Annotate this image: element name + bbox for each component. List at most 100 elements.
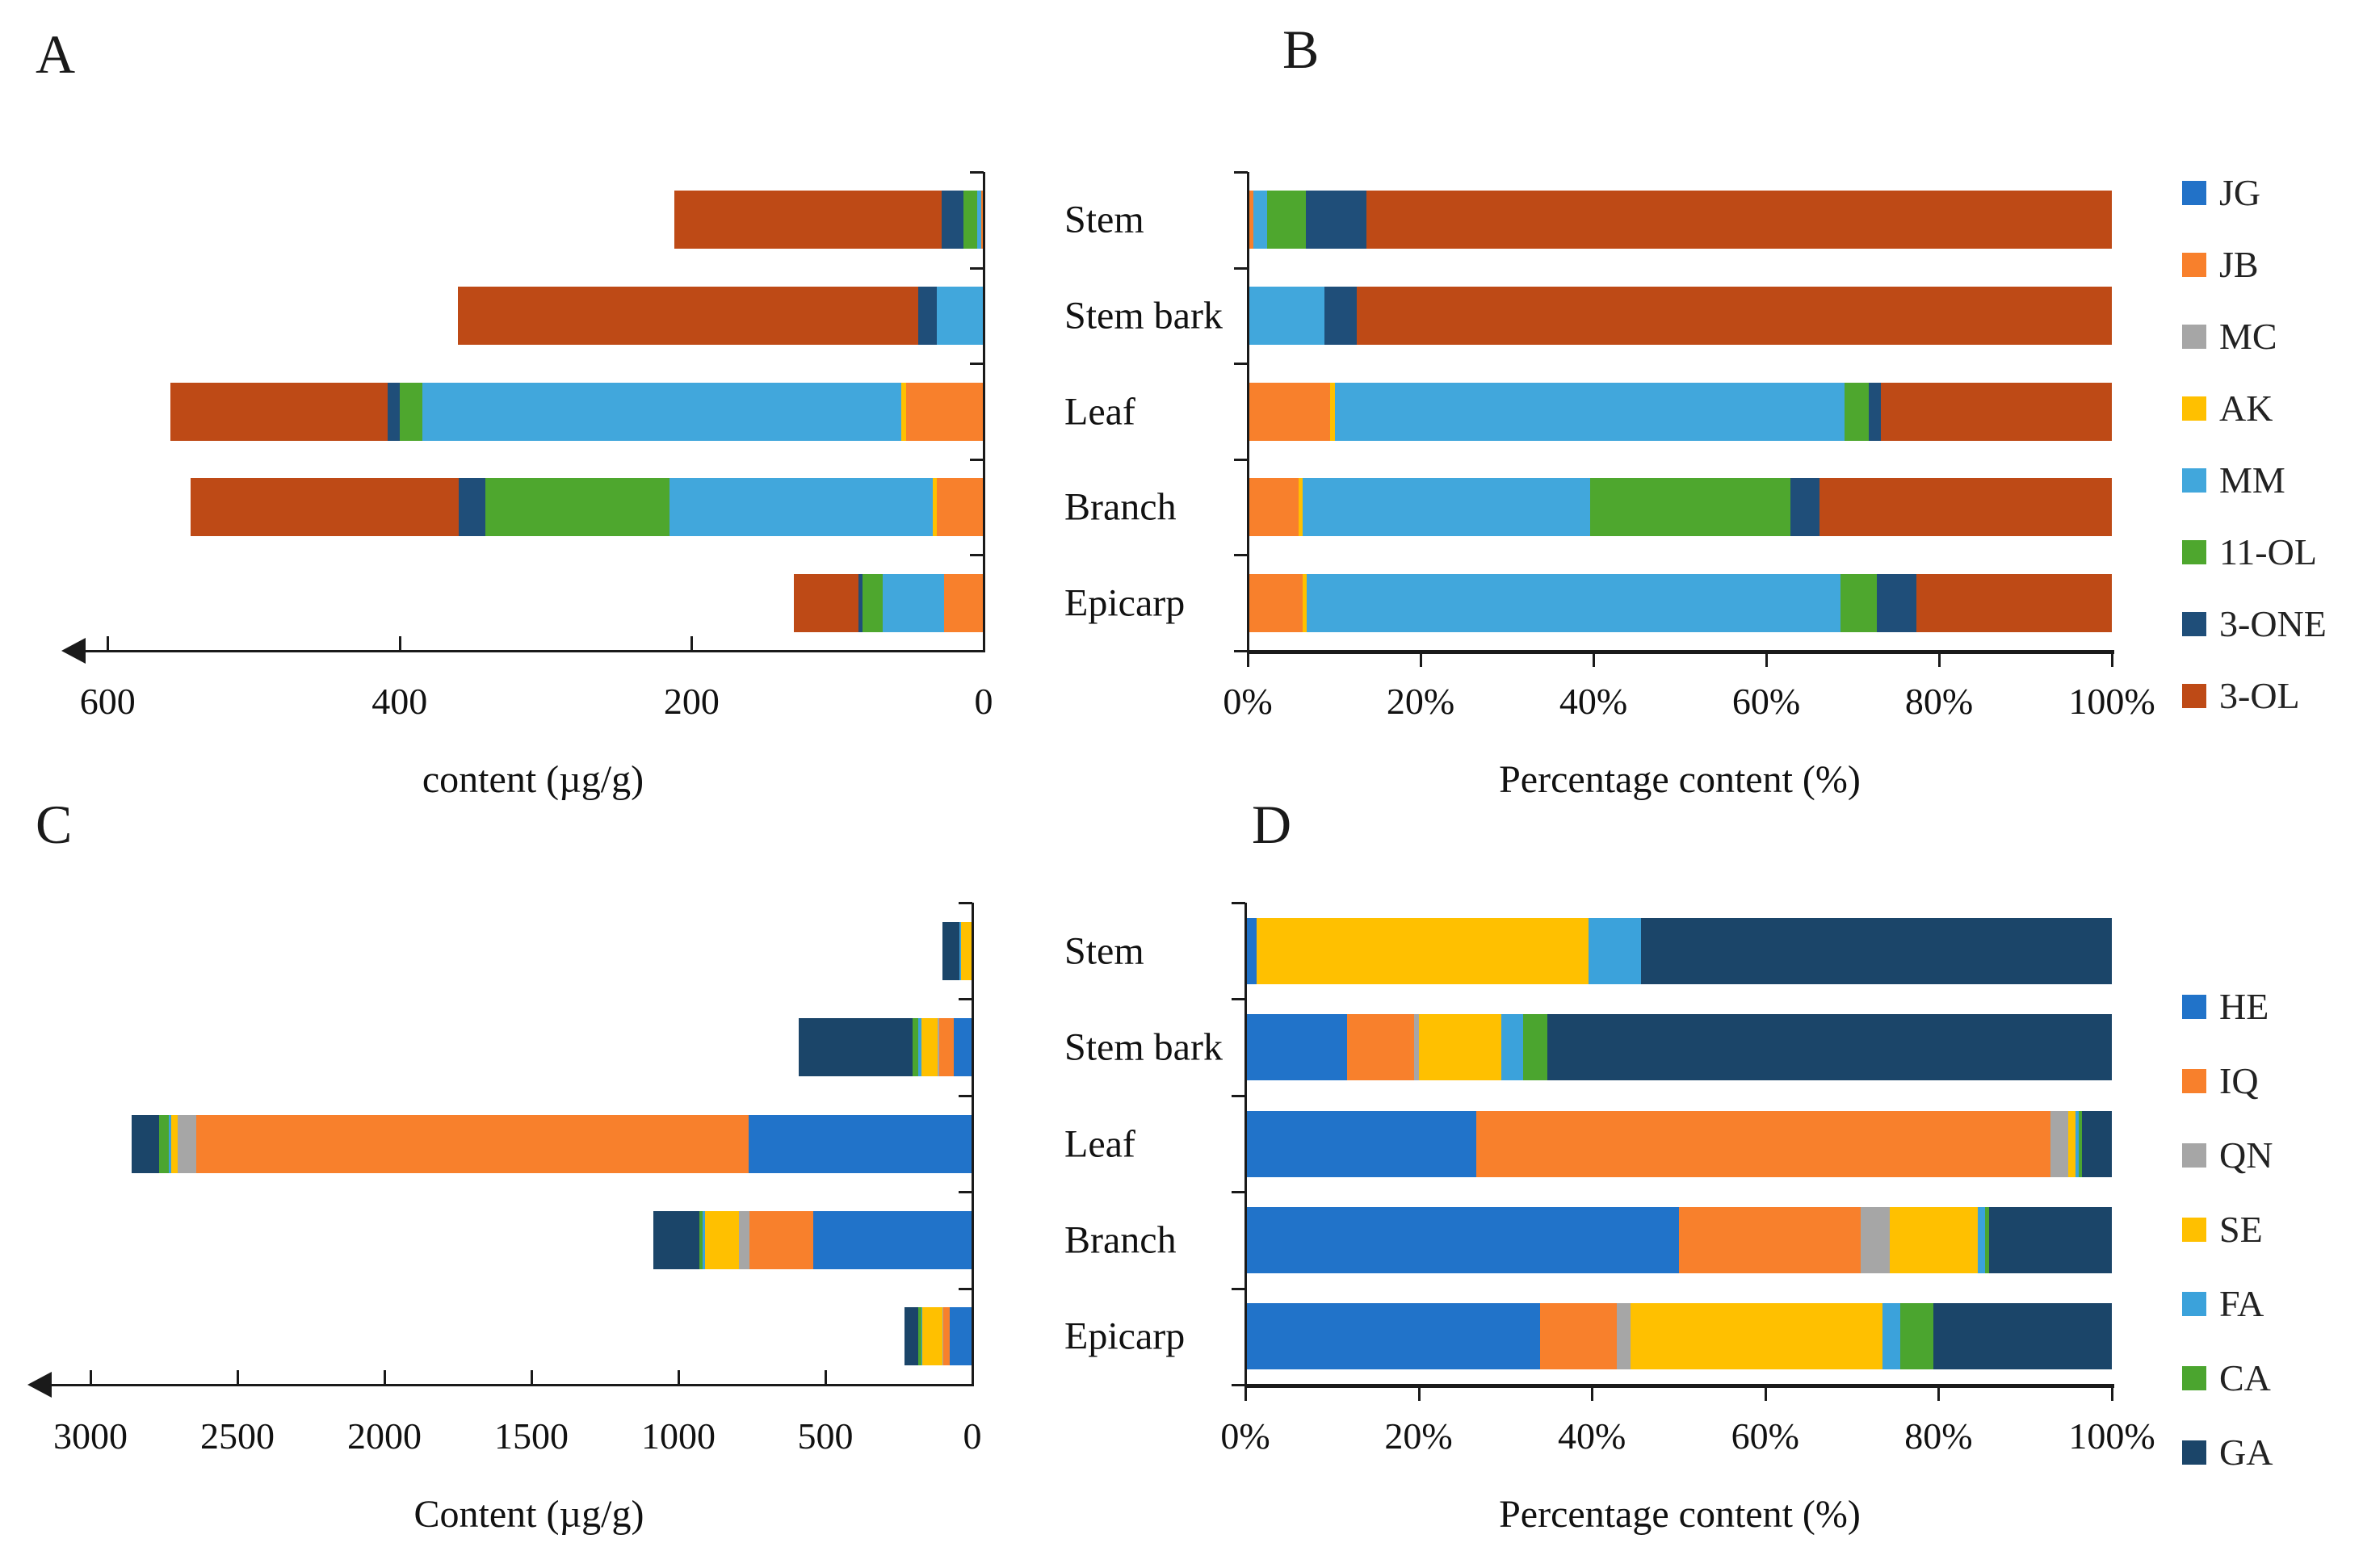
segment-MM xyxy=(937,286,984,345)
legend-label-qn: QN xyxy=(2219,1134,2273,1176)
category-label-epicarp: Epicarp xyxy=(1064,1314,1186,1358)
segment-HE xyxy=(812,1210,972,1269)
value-tick-label: 80% xyxy=(1904,681,1974,722)
segment-HE xyxy=(1245,1303,1540,1370)
value-tick-label: 600 xyxy=(79,681,136,722)
legend-item-3-ol: 3-OL xyxy=(2182,674,2300,717)
value-tick-label: 100% xyxy=(2068,681,2155,722)
segment-3-OL xyxy=(170,382,388,441)
legend-label-jb: JB xyxy=(2219,244,2259,285)
panel-a-title: A xyxy=(36,23,76,85)
panel-B-bar-stem-bark xyxy=(1248,286,2112,345)
legend-label-ga: GA xyxy=(2219,1432,2273,1473)
legend-swatch-jg xyxy=(2182,180,2206,205)
legend-swatch-fa xyxy=(2182,1291,2206,1316)
segment-FA xyxy=(168,1114,172,1173)
segment-GA xyxy=(1641,917,2112,984)
legend-item-3-one: 3-ONE xyxy=(2182,602,2327,645)
segment-IQ xyxy=(942,1307,950,1366)
segment-3-ONE xyxy=(1876,573,1917,632)
segment-IQ xyxy=(1539,1303,1618,1370)
segment-3-OL xyxy=(1356,286,2112,345)
segment-3-ONE xyxy=(1324,286,1357,345)
legend-item-ak: AK xyxy=(2182,387,2273,430)
segment-3-ONE xyxy=(1305,191,1366,249)
segment-QN xyxy=(1414,1014,1419,1081)
category-axis-tick xyxy=(959,1094,972,1097)
segment-HE xyxy=(1245,1014,1347,1081)
category-axis-tick xyxy=(1234,554,1248,557)
value-tick-label: 0% xyxy=(1223,681,1273,722)
panel-B-bar-leaf xyxy=(1248,382,2112,441)
category-axis-tick xyxy=(1232,902,1245,904)
value-tick-label: 400 xyxy=(371,681,428,722)
segment-HE xyxy=(949,1307,972,1366)
value-tick-label: 0 xyxy=(974,681,993,722)
segment-3-OL xyxy=(1366,191,2112,249)
panel-B-x-axis xyxy=(1248,650,2114,654)
panel-D-bar-epicarp xyxy=(1245,1303,2112,1370)
legend-swatch-ca xyxy=(2182,1365,2206,1390)
segment-11-OL xyxy=(399,382,422,441)
segment-3-ONE xyxy=(917,286,938,345)
value-axis-tick xyxy=(1591,1385,1594,1401)
segment-MM xyxy=(1303,478,1590,537)
legend-label-3-one: 3-ONE xyxy=(2219,603,2327,644)
panel-A-bar-stem xyxy=(674,191,984,249)
segment-FA xyxy=(1977,1206,1986,1273)
segment-GA xyxy=(942,921,960,980)
value-tick-label: 80% xyxy=(1904,1415,1973,1457)
panel-c-xaxis-title: Content (µg/g) xyxy=(413,1493,644,1536)
segment-FA xyxy=(1500,1014,1524,1081)
legend-label-fa: FA xyxy=(2219,1283,2264,1324)
panel-B-bar-branch xyxy=(1248,478,2112,537)
category-axis-tick xyxy=(970,458,984,461)
value-tick-label: 100% xyxy=(2068,1415,2155,1457)
segment-3-ONE xyxy=(1869,382,1882,441)
panel-A-bar-branch xyxy=(191,478,984,537)
value-tick-label: 20% xyxy=(1384,1415,1453,1457)
category-label-stem-bark: Stem bark xyxy=(1064,294,1223,337)
category-axis-tick xyxy=(970,266,984,270)
segment-SE xyxy=(922,1307,942,1366)
legend-item-he: HE xyxy=(2182,985,2269,1028)
segment-JB xyxy=(1248,573,1303,632)
segment-IQ xyxy=(749,1210,813,1269)
legend-swatch-11-ol xyxy=(2182,539,2206,564)
legend-swatch-3-one xyxy=(2182,611,2206,636)
category-axis-tick xyxy=(1234,266,1248,270)
legend-item-iq: IQ xyxy=(2182,1059,2259,1102)
value-axis-tick xyxy=(1593,651,1595,667)
category-label-stem-bark: Stem bark xyxy=(1064,1025,1223,1069)
segment-GA xyxy=(799,1018,913,1077)
segment-AK xyxy=(1303,573,1307,632)
segment-11-OL xyxy=(1840,573,1877,632)
value-axis-tick xyxy=(2111,1385,2113,1401)
value-tick-label: 40% xyxy=(1559,681,1628,722)
value-axis-tick xyxy=(825,1370,827,1385)
value-tick-label: 0% xyxy=(1220,1415,1270,1457)
segment-SE xyxy=(961,921,972,980)
panel-C-bar-branch xyxy=(653,1210,972,1269)
segment-SE xyxy=(1890,1206,1978,1273)
segment-3-ONE xyxy=(941,191,963,249)
panel-C-bar-stem xyxy=(942,921,972,980)
segment-QN xyxy=(942,1307,943,1366)
legend-label-se: SE xyxy=(2219,1209,2263,1250)
panel-b-xaxis-title: Percentage content (%) xyxy=(1499,758,1861,801)
segment-HE xyxy=(1245,1206,1679,1273)
segment-3-OL xyxy=(1819,478,2112,537)
segment-SE xyxy=(1418,1014,1501,1081)
value-tick-label: 3000 xyxy=(53,1415,128,1457)
legend-swatch-se xyxy=(2182,1217,2206,1242)
legend-swatch-jb xyxy=(2182,252,2206,277)
legend-swatch-3-ol xyxy=(2182,683,2206,708)
legend-item-11-ol: 11-OL xyxy=(2182,530,2317,573)
segment-FA xyxy=(1588,917,1642,984)
value-tick-label: 500 xyxy=(797,1415,854,1457)
panel-B-value-baseline xyxy=(1247,172,1249,652)
category-axis-tick xyxy=(970,554,984,557)
panel-A-bar-epicarp xyxy=(793,573,984,632)
category-label-epicarp: Epicarp xyxy=(1064,581,1186,625)
